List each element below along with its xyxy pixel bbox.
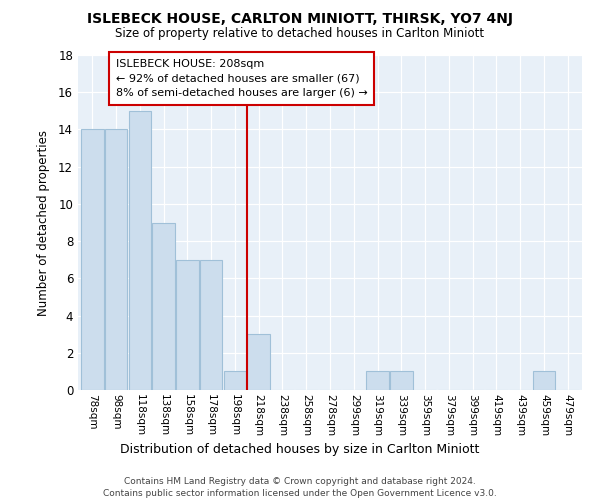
- Text: ISLEBECK HOUSE, CARLTON MINIOTT, THIRSK, YO7 4NJ: ISLEBECK HOUSE, CARLTON MINIOTT, THIRSK,…: [87, 12, 513, 26]
- Bar: [105, 130, 127, 390]
- Bar: [200, 260, 223, 390]
- Bar: [366, 372, 389, 390]
- Bar: [533, 372, 555, 390]
- Bar: [390, 372, 413, 390]
- Text: Contains HM Land Registry data © Crown copyright and database right 2024.: Contains HM Land Registry data © Crown c…: [124, 478, 476, 486]
- Text: ISLEBECK HOUSE: 208sqm
← 92% of detached houses are smaller (67)
8% of semi-deta: ISLEBECK HOUSE: 208sqm ← 92% of detached…: [116, 58, 368, 98]
- Bar: [81, 130, 104, 390]
- Bar: [247, 334, 270, 390]
- Bar: [128, 111, 151, 390]
- Bar: [152, 222, 175, 390]
- Text: Size of property relative to detached houses in Carlton Miniott: Size of property relative to detached ho…: [115, 28, 485, 40]
- Bar: [224, 372, 246, 390]
- Text: Distribution of detached houses by size in Carlton Miniott: Distribution of detached houses by size …: [121, 442, 479, 456]
- Bar: [176, 260, 199, 390]
- Y-axis label: Number of detached properties: Number of detached properties: [37, 130, 50, 316]
- Text: Contains public sector information licensed under the Open Government Licence v3: Contains public sector information licen…: [103, 489, 497, 498]
